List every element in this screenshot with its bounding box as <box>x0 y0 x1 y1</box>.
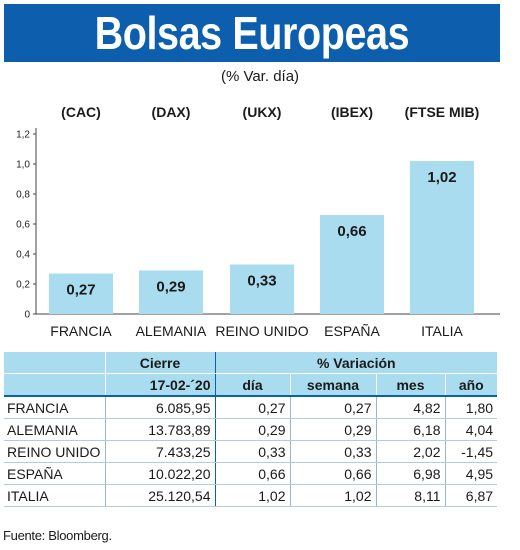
semana-cell: 0,29 <box>290 418 377 441</box>
ano-cell: 6,87 <box>445 484 498 507</box>
cierre-cell: 13.783,89 <box>105 418 216 441</box>
y-tick-label: 0 <box>24 310 30 321</box>
y-tick-label: 0,2 <box>16 280 30 291</box>
title-banner: Bolsas Europeas <box>4 4 500 62</box>
x-category-label: ALEMANIA <box>136 323 207 339</box>
semana-cell: 0,27 <box>290 396 377 419</box>
x-category-label: ESPAÑA <box>324 323 380 339</box>
bar <box>410 161 474 314</box>
mes-cell: 2,02 <box>376 440 446 463</box>
markets-table: Cierre % Variación 17-02-´20 día semana … <box>4 352 498 507</box>
y-tick-label: 1,0 <box>16 160 30 171</box>
index-label: (IBEX) <box>331 104 373 120</box>
semana-cell: 0,66 <box>290 462 377 485</box>
cierre-cell: 10.022,20 <box>105 462 216 485</box>
header-dia: día <box>215 373 291 397</box>
bar <box>49 273 113 314</box>
table-header-row: Cierre % Variación <box>4 352 498 374</box>
header-cierre: Cierre <box>105 352 216 374</box>
ano-cell: 4,04 <box>445 418 498 441</box>
ano-cell: -1,45 <box>445 440 498 463</box>
table-row: ITALIA 25.120,54 1,02 1,02 8,11 6,87 <box>4 484 498 507</box>
source-note: Fuente: Bloomberg. <box>3 528 112 543</box>
mes-cell: 4,82 <box>376 396 446 419</box>
bar-value-label: 1,02 <box>427 169 456 186</box>
header-variacion: % Variación <box>215 352 498 374</box>
dia-cell: 0,33 <box>215 440 291 463</box>
x-category-label: REINO UNIDO <box>215 323 308 339</box>
dia-cell: 0,27 <box>215 396 291 419</box>
country-cell: FRANCIA <box>4 396 106 419</box>
dia-cell: 0,66 <box>215 462 291 485</box>
mes-cell: 8,11 <box>376 484 446 507</box>
header-semana: semana <box>290 373 377 397</box>
y-tick-label: 0,4 <box>16 250 30 261</box>
page-title: Bolsas Europeas <box>94 7 410 59</box>
y-tick-label: 1,2 <box>16 130 30 141</box>
table-subheader-row: 17-02-´20 día semana mes año <box>4 373 498 397</box>
index-label: (DAX) <box>152 104 191 120</box>
bar-value-label: 0,66 <box>337 223 366 240</box>
country-cell: ALEMANIA <box>4 418 106 441</box>
country-cell: ESPAÑA <box>4 462 106 485</box>
semana-cell: 0,33 <box>290 440 377 463</box>
cierre-cell: 25.120,54 <box>105 484 216 507</box>
table-row: ALEMANIA 13.783,89 0,29 0,29 6,18 4,04 <box>4 418 498 441</box>
cierre-cell: 7.433,25 <box>105 440 216 463</box>
bar-value-label: 0,27 <box>66 282 95 299</box>
index-label: (FTSE MIB) <box>405 104 480 120</box>
table-row: FRANCIA 6.085,95 0,27 0,27 4,82 1,80 <box>4 396 498 419</box>
bar-chart: 0 0,2 0,4 0,6 0,8 1,0 1,2 0,27 FRANCIA (CAC) 0,29… <box>16 104 500 339</box>
index-label: (UKX) <box>243 104 282 120</box>
y-tick-label: 0,6 <box>16 220 30 231</box>
bar-value-label: 0,33 <box>247 273 276 290</box>
table-header-blank <box>4 352 106 374</box>
table-row: ESPAÑA 10.022,20 0,66 0,66 6,98 4,95 <box>4 462 498 485</box>
header-ano: año <box>445 373 498 397</box>
x-category-label: ITALIA <box>421 323 463 339</box>
dia-cell: 0,29 <box>215 418 291 441</box>
cierre-cell: 6.085,95 <box>105 396 216 419</box>
country-cell: REINO UNIDO <box>4 440 106 463</box>
x-category-label: FRANCIA <box>50 323 112 339</box>
bar <box>320 215 384 314</box>
dia-cell: 1,02 <box>215 484 291 507</box>
index-label: (CAC) <box>61 104 101 120</box>
y-tick-label: 0,8 <box>16 190 30 201</box>
mes-cell: 6,98 <box>376 462 446 485</box>
header-fecha: 17-02-´20 <box>105 373 216 397</box>
ano-cell: 1,80 <box>445 396 498 419</box>
semana-cell: 1,02 <box>290 484 377 507</box>
mes-cell: 6,18 <box>376 418 446 441</box>
table-subheader-blank <box>4 373 106 397</box>
bar <box>139 270 203 314</box>
bar-value-label: 0,29 <box>156 279 185 296</box>
country-cell: ITALIA <box>4 484 106 507</box>
bar <box>230 264 294 314</box>
header-mes: mes <box>376 373 446 397</box>
chart-subtitle: (% Var. día) <box>220 68 300 85</box>
y-axis: 0 0,2 0,4 0,6 0,8 1,0 1,2 <box>16 128 37 321</box>
ano-cell: 4,95 <box>445 462 498 485</box>
table-row: REINO UNIDO 7.433,25 0,33 0,33 2,02 -1,45 <box>4 440 498 463</box>
